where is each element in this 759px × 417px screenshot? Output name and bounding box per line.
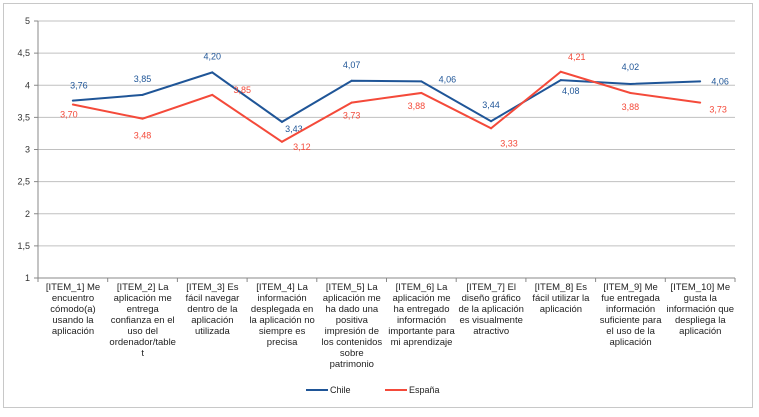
data-label: 4,06 (439, 74, 457, 84)
data-label: 4,06 (711, 76, 729, 86)
y-tick-label: 2 (25, 209, 30, 219)
x-tick-label: [ITEM_2] La aplicación me entrega confia… (109, 282, 176, 359)
data-label: 3,85 (233, 85, 251, 95)
x-tick-label: [ITEM_6] La aplicación me ha entregado i… (388, 282, 455, 348)
data-point (71, 99, 74, 102)
x-tick-label: [ITEM_7] El diseño gráfico de la aplicac… (458, 282, 524, 337)
x-tick-label: [ITEM_3] Es fácil navegar dentro de la a… (185, 282, 240, 337)
data-label: 3,43 (285, 124, 303, 134)
y-tick-label: 3,5 (17, 112, 30, 122)
x-tick-label: [ITEM_4] La información desplegada en la… (249, 282, 315, 348)
y-tick-label: 4,5 (17, 48, 30, 58)
legend-chile: Chile (306, 385, 351, 395)
data-label: 3,85 (134, 74, 152, 84)
legend-swatch-espana (385, 389, 407, 391)
data-label: 4,07 (343, 60, 361, 70)
data-point (629, 82, 632, 85)
data-label: 3,70 (60, 110, 78, 120)
data-label: 3,88 (408, 101, 426, 111)
data-label: 3,73 (343, 111, 361, 121)
data-point (71, 103, 74, 106)
chart-frame (3, 3, 753, 408)
y-tick-label: 1,5 (17, 241, 30, 251)
data-point (490, 127, 493, 130)
y-tick-label: 2,5 (17, 177, 30, 187)
data-label: 3,73 (709, 105, 727, 115)
data-point (559, 79, 562, 82)
data-label: 3,12 (293, 142, 311, 152)
data-point (420, 91, 423, 94)
legend-label-chile: Chile (330, 385, 351, 395)
legend-swatch-chile (306, 389, 328, 391)
x-tick-label: [ITEM_1] Me encuentro cómodo(a) usando l… (45, 282, 101, 337)
x-tick-label: [ITEM_8] Es fácil utilizar la aplicación (532, 282, 590, 315)
data-label: 4,21 (568, 52, 586, 62)
x-tick-label: [ITEM_5] La aplicación me ha dado una po… (321, 282, 383, 370)
data-label: 3,33 (500, 138, 518, 148)
series-line-espana (72, 70, 701, 143)
data-label: 3,44 (482, 100, 500, 110)
data-point (699, 80, 702, 83)
y-tick-label: 1 (25, 273, 30, 283)
data-point (211, 71, 214, 74)
x-tick-label: [ITEM_10] Me gusta la información que de… (666, 282, 735, 337)
data-point (141, 117, 144, 120)
data-label: 3,48 (134, 131, 152, 141)
data-point (490, 120, 493, 123)
data-label: 4,08 (562, 86, 580, 96)
data-point (280, 140, 283, 143)
data-label: 4,20 (203, 51, 221, 61)
y-tick-label: 4 (25, 80, 30, 90)
data-point (559, 70, 562, 73)
data-point (420, 80, 423, 83)
data-point (350, 79, 353, 82)
data-point (350, 101, 353, 104)
data-point (141, 93, 144, 96)
data-point (699, 101, 702, 104)
data-point (280, 120, 283, 123)
data-point (211, 93, 214, 96)
legend-espana: España (385, 385, 440, 395)
y-tick-label: 5 (25, 16, 30, 26)
x-tick-label: [ITEM_9] Me fue entregada información su… (599, 282, 662, 348)
data-label: 4,02 (622, 62, 640, 72)
legend-label-espana: España (409, 385, 440, 395)
data-label: 3,76 (70, 81, 88, 91)
y-tick-label: 3 (25, 145, 30, 155)
data-label: 3,88 (622, 102, 640, 112)
data-point (629, 91, 632, 94)
